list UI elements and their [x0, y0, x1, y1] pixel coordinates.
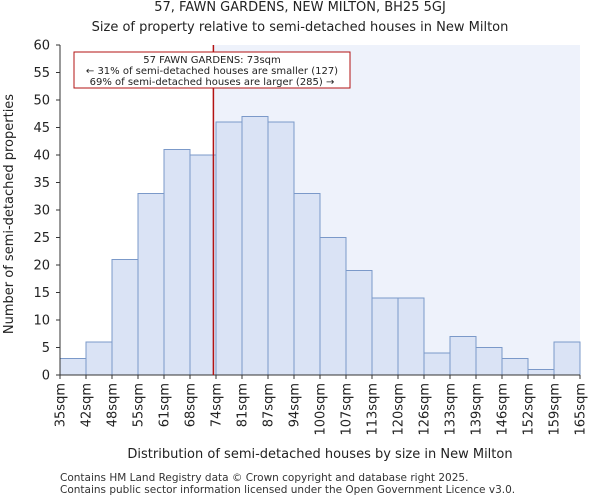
chart-title-address: 57, FAWN GARDENS, NEW MILTON, BH25 5GJ	[154, 0, 446, 15]
bar-159sqm	[553, 341, 581, 376]
annotation-larger: 69% of semi-detached houses are larger (…	[90, 77, 335, 88]
x-tick-label: 146sqm	[496, 383, 511, 436]
x-tick-label: 139sqm	[470, 383, 485, 436]
bar-100sqm	[319, 237, 347, 376]
footer-copyright: Contains HM Land Registry data © Crown c…	[60, 472, 469, 484]
x-tick-label: 81sqm	[236, 383, 251, 427]
y-tick-label: 25	[33, 231, 50, 246]
bar-61sqm	[163, 149, 191, 376]
bar-94sqm	[293, 193, 321, 376]
x-tick-label: 107sqm	[340, 383, 355, 436]
footer-licence: Contains public sector information licen…	[60, 484, 516, 496]
x-tick-label: 61sqm	[158, 383, 173, 427]
bar-126sqm	[423, 352, 451, 376]
bar-87sqm	[267, 121, 295, 376]
y-tick-label: 15	[33, 286, 50, 301]
bar-133sqm	[449, 336, 477, 376]
x-tick-label: 48sqm	[106, 383, 121, 427]
bar-146sqm	[501, 358, 529, 376]
bar-48sqm	[111, 259, 139, 376]
bar-152sqm	[527, 369, 555, 376]
x-tick-label: 113sqm	[366, 383, 381, 436]
y-tick-label: 20	[33, 259, 50, 274]
x-tick-label: 35sqm	[54, 383, 69, 427]
x-tick-label: 94sqm	[288, 383, 303, 427]
annotation-box	[73, 51, 351, 89]
bar-68sqm	[189, 154, 217, 376]
y-tick-label: 60	[33, 39, 50, 54]
x-tick-label: 133sqm	[444, 383, 459, 436]
x-tick-label: 68sqm	[184, 383, 199, 427]
bar-81sqm	[241, 116, 269, 376]
x-tick-label: 55sqm	[132, 383, 147, 427]
x-tick-label: 87sqm	[262, 383, 277, 427]
bar-74sqm	[215, 121, 243, 376]
y-tick-label: 30	[33, 204, 50, 219]
x-tick-label: 42sqm	[80, 383, 95, 427]
x-axis-label: Distribution of semi-detached houses by …	[127, 447, 512, 462]
bar-35sqm	[59, 358, 87, 376]
y-tick-label: 35	[33, 176, 50, 191]
annotation-smaller: ← 31% of semi-detached houses are smalle…	[86, 66, 338, 77]
annotation-title: 57 FAWN GARDENS: 73sqm	[143, 55, 281, 66]
y-tick-label: 40	[33, 149, 50, 164]
chart-title: Size of property relative to semi-detach…	[91, 20, 509, 35]
x-tick-label: 165sqm	[574, 383, 589, 436]
y-axis-label: Number of semi-detached properties	[2, 94, 17, 334]
x-tick-label: 126sqm	[418, 383, 433, 436]
bar-55sqm	[137, 193, 165, 376]
x-tick-label: 152sqm	[522, 383, 537, 436]
x-tick-label: 74sqm	[210, 383, 225, 427]
bar-42sqm	[85, 341, 113, 376]
y-tick-label: 55	[33, 66, 50, 81]
y-tick-label: 45	[33, 121, 50, 136]
y-tick-label: 10	[33, 314, 50, 329]
x-tick-label: 159sqm	[548, 383, 563, 436]
bar-120sqm	[397, 297, 425, 376]
bar-107sqm	[345, 270, 373, 376]
bar-113sqm	[371, 297, 399, 376]
bar-139sqm	[475, 347, 503, 376]
y-tick-label: 50	[33, 94, 50, 109]
y-tick-label: 5	[42, 341, 50, 356]
x-tick-label: 100sqm	[314, 383, 329, 436]
x-tick-label: 120sqm	[392, 383, 407, 436]
y-tick-label: 0	[42, 369, 50, 384]
